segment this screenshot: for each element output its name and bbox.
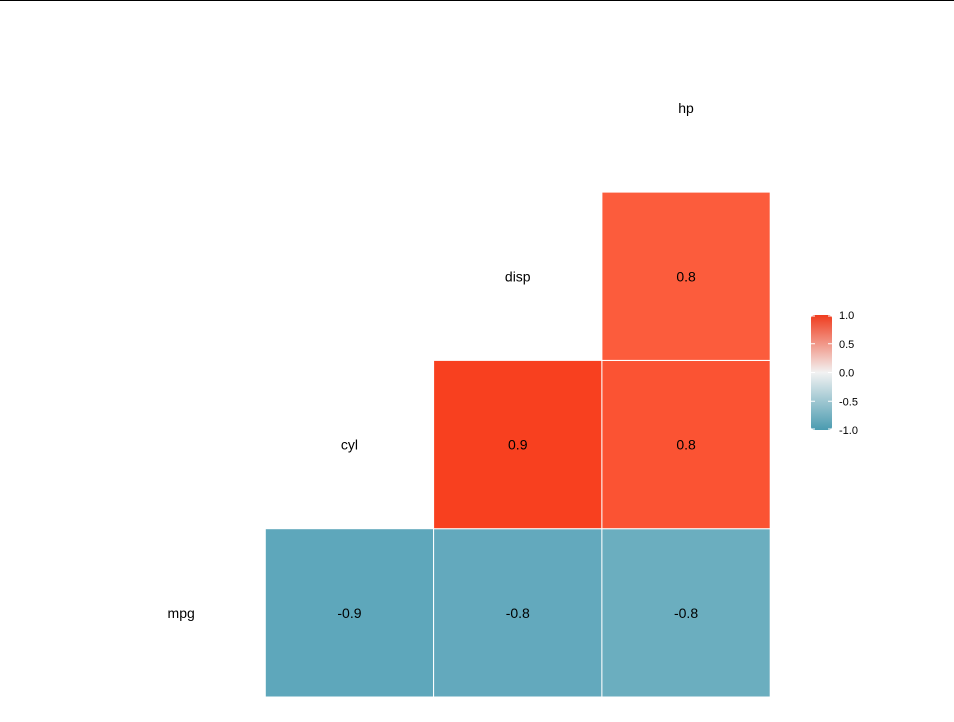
variable-label-hp: hp — [678, 100, 694, 116]
variable-label-mpg: mpg — [168, 605, 195, 621]
cell-value-label: -0.9 — [337, 605, 361, 621]
heatmap-cell-mpg-hp — [601, 528, 771, 698]
color-legend: 1.0 0.5 0.0 -0.5 -1.0 — [811, 310, 858, 437]
variable-label-cyl: cyl — [341, 437, 358, 453]
legend-tick-label: -1.0 — [839, 425, 858, 437]
heatmap-cell-mpg-cyl — [264, 528, 435, 698]
cell-value-label: 0.9 — [508, 437, 528, 453]
variable-label-disp: disp — [505, 268, 531, 284]
heatmap-cell-cyl-hp — [601, 359, 771, 530]
cell-value-label: 0.8 — [676, 268, 696, 284]
legend-tick-label: 0.5 — [839, 339, 854, 351]
heatmap-cell-mpg-disp — [433, 528, 603, 698]
legend-tick-label: 0.0 — [839, 368, 854, 380]
cell-value-label: 0.8 — [676, 437, 696, 453]
cell-value-label: -0.8 — [506, 605, 530, 621]
variable-labels: mpg cyl disp hp — [168, 100, 695, 621]
heatmap-cells: -0.9 -0.8 -0.8 0.9 0.8 0.8 — [264, 191, 771, 698]
legend-tick-label: -0.5 — [839, 396, 858, 408]
top-border — [0, 0, 954, 1]
heatmap-cell-disp-hp — [601, 191, 771, 361]
legend-colorbar — [811, 315, 832, 430]
cell-value-label: -0.8 — [674, 605, 698, 621]
legend-tick-label: 1.0 — [839, 310, 854, 322]
